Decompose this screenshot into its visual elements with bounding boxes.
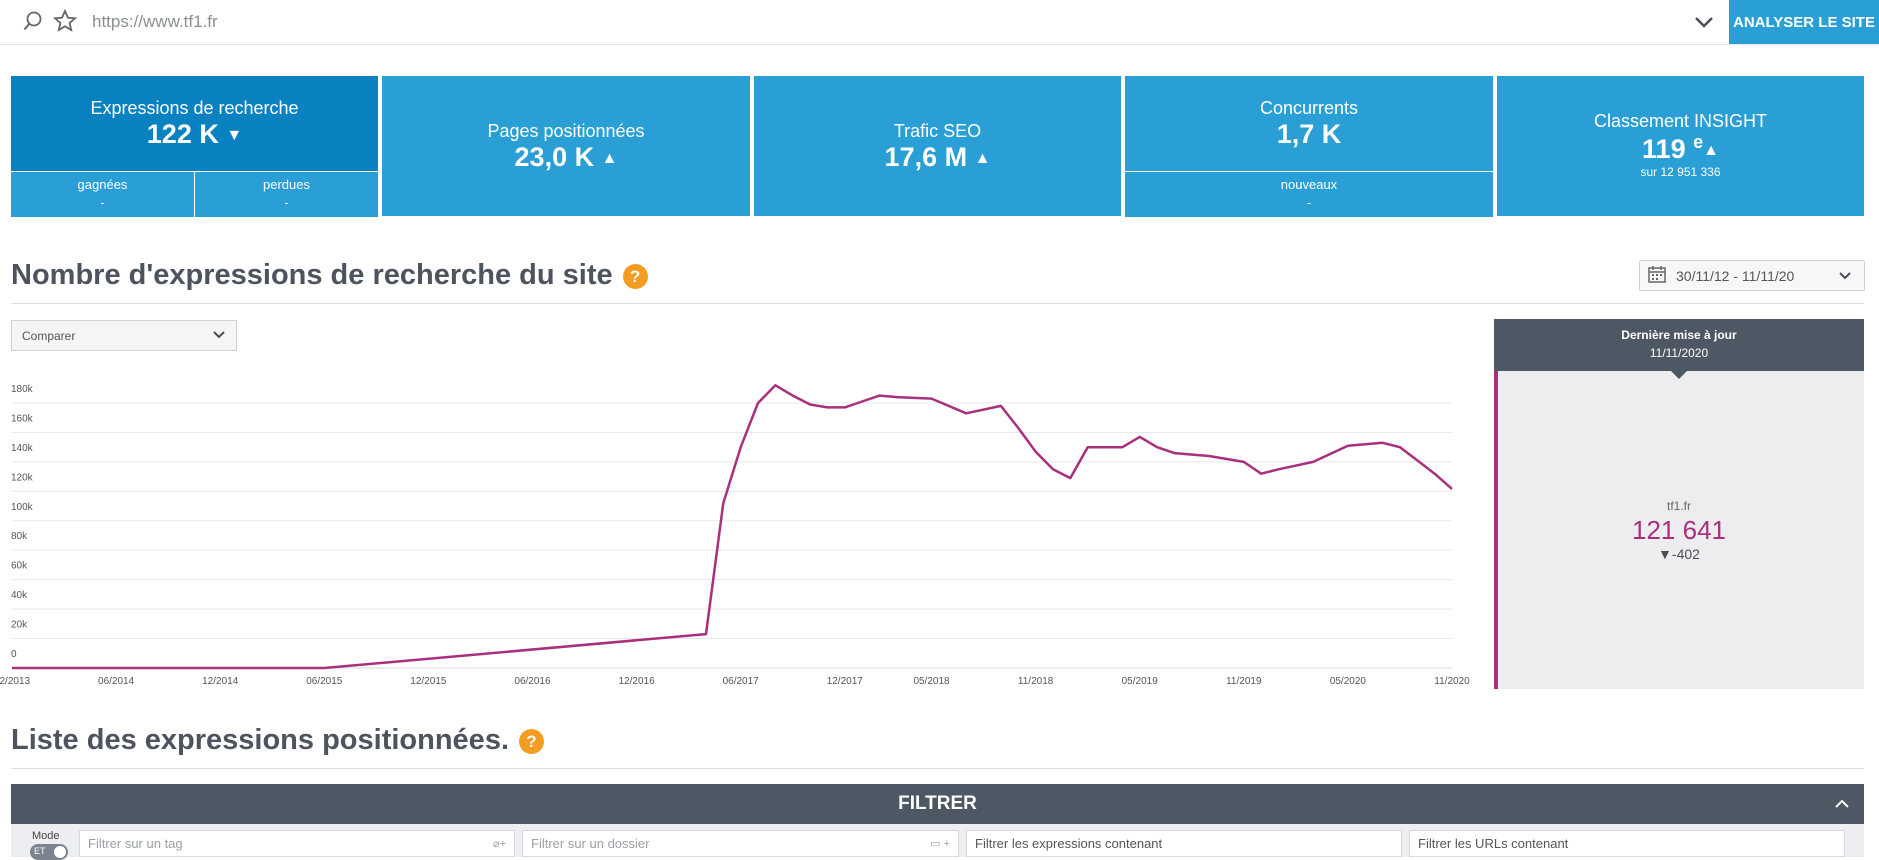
last-update-values: tf1.fr 121 641 ▼-402 [1494,499,1864,562]
new-value: - [1306,195,1312,210]
x-tick-label: 06/2017 [723,676,760,687]
last-update-date: 11/11/2020 [1649,346,1709,360]
kpi-value: 17,6 M ▲ [884,142,991,172]
lost-value: - [284,195,289,210]
x-tick-label: 12/2015 [410,676,447,687]
x-tick-label: 11/2019 [1226,676,1262,687]
lost-label: perdues [263,177,310,192]
x-tick-label: 05/2020 [1330,676,1367,687]
last-update-title: Dernière mise à jour [1621,328,1737,342]
filter-toggle-bar[interactable]: FILTRER [11,784,1864,824]
series-color-bar [1494,371,1498,689]
kpi-tile-pages[interactable]: Pages positionnées 23,0 K ▲ [382,76,750,216]
trend-down-icon: ▼ [226,126,243,144]
filter-label: FILTRER [898,793,977,814]
filter-row: Mode ET Filtrer sur un tag ⌀+ Filtrer su… [11,824,1864,860]
divider [11,303,1864,304]
trend-up-icon: ▲ [1703,141,1719,159]
y-tick-label: 100k [11,502,34,513]
star-icon[interactable] [52,8,78,34]
url-input[interactable] [90,6,1664,38]
y-tick-label: 80k [11,531,28,542]
delta-down-icon: ▼ [1658,546,1672,562]
x-tick-label: 12/2017 [827,676,864,687]
y-tick-label: 140k [11,443,34,454]
url-filter-input[interactable]: Filtrer les URLs contenant [1409,830,1845,857]
chevron-down-icon [1838,268,1852,284]
chevron-up-icon [1834,793,1850,815]
calendar-icon [1648,265,1666,286]
kpi-value: 23,0 K ▲ [514,142,618,172]
kpi-sub-lost: perdues - [195,171,378,217]
folder-filter-input[interactable]: Filtrer sur un dossier ▭ + [522,830,959,857]
kpi-value: 1,7 K [1276,119,1342,149]
x-tick-label: 05/2018 [913,676,950,687]
y-tick-label: 40k [11,590,28,601]
folder-add-icon: ▭ + [930,838,950,850]
expressions-line-chart: 0 20k 40k 60k 80k 100k 120k 140k 160k 180k 12/2013… [0,384,1470,687]
y-tick-label: 20k [11,620,28,631]
kpi-value: 119 e▲ [1642,132,1719,164]
mode-toggle[interactable]: ET [30,844,68,860]
tag-filter-input[interactable]: Filtrer sur un tag ⌀+ [79,830,515,857]
date-range-button[interactable]: 30/11/12 - 11/11/20 [1639,260,1865,291]
last-update-header: Dernière mise à jour 11/11/2020 [1494,319,1864,371]
help-icon[interactable]: ? [519,728,544,754]
x-tick-label: 11/2018 [1018,676,1054,687]
chevron-down-icon[interactable] [1690,10,1718,34]
kpi-value: 122 K ▼ [146,119,243,149]
y-tick-label: 120k [11,472,34,483]
new-label: nouveaux [1280,177,1338,192]
pointer-icon [1671,371,1687,379]
date-range-value: 30/11/12 - 11/11/20 [1676,267,1795,284]
chevron-down-icon [212,329,226,343]
kpi-sub-gained: gagnées - [11,171,195,217]
tag-add-icon: ⌀+ [492,838,506,850]
kpi-tile-ranking[interactable]: Classement INSIGHT 119 e▲ sur 12 951 336 [1497,76,1864,216]
y-tick-label: 160k [11,413,34,424]
gained-label: gagnées [77,177,128,192]
current-value: 121 641 [1632,515,1726,545]
compare-label: Comparer [22,328,76,343]
trend-up-icon: ▲ [601,149,618,167]
analyze-site-button[interactable]: ANALYSER LE SITE [1729,0,1879,44]
kpi-label: Concurrents [1259,98,1359,118]
x-tick-label: 05/2019 [1122,676,1159,687]
expression-filter-input[interactable]: Filtrer les expressions contenant [966,830,1402,857]
ranking-sub: sur 12 951 336 [1640,165,1721,179]
series-line [12,384,1453,670]
x-tick-label: 12/2014 [202,676,239,687]
list-section-title: Liste des expressions positionnées.? [11,724,544,757]
top-bar: ANALYSER LE SITE [0,0,1879,45]
kpi-tile-competitors[interactable]: Concurrents 1,7 K nouveaux - [1125,76,1493,217]
gained-value: - [100,195,105,210]
x-tick-label: 12/2016 [619,676,656,687]
kpi-tile-traffic[interactable]: Trafic SEO 17,6 M ▲ [754,76,1121,216]
x-tick-label: 12/2013 [0,676,31,687]
x-tick-label: 06/2015 [306,676,343,687]
kpi-label: Trafic SEO [893,121,982,141]
x-tick-label: 06/2014 [98,676,135,687]
chart-section-title: Nombre d'expressions de recherche du sit… [11,259,648,292]
y-tick-label: 60k [11,561,28,572]
x-tick-label: 06/2016 [514,676,551,687]
mode-label: Mode [32,830,60,842]
kpi-label: Pages positionnées [487,121,645,141]
trend-up-icon: ▲ [974,149,991,167]
compare-select[interactable]: Comparer [11,320,237,351]
x-tick-label: 11/2020 [1434,676,1470,687]
kpi-label: Classement INSIGHT [1593,111,1768,131]
delta-value: ▼-402 [1658,546,1700,562]
help-icon[interactable]: ? [622,263,648,289]
divider [11,768,1864,769]
kpi-label: Expressions de recherche [90,98,299,118]
last-update-panel: Dernière mise à jour 11/11/2020 tf1.fr 1… [1494,319,1864,689]
site-label: tf1.fr [1666,499,1691,513]
search-icon[interactable] [20,8,46,34]
kpi-tile-expressions[interactable]: Expressions de recherche 122 K ▼ gagnées… [11,76,378,217]
kpi-sub-new: nouveaux - [1125,171,1493,217]
y-tick-label: 0 [11,649,17,660]
y-tick-label: 180k [11,384,34,395]
